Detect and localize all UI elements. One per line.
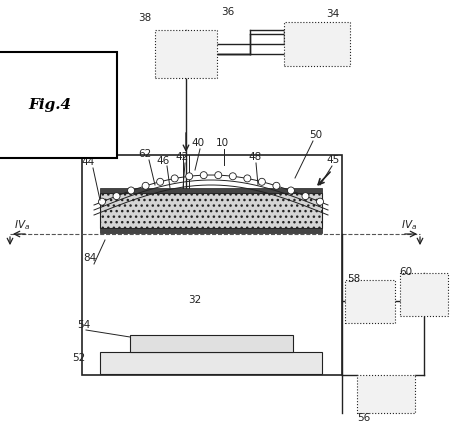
Text: 54: 54 — [77, 320, 91, 330]
Circle shape — [142, 182, 149, 189]
Text: 32: 32 — [188, 295, 202, 305]
Circle shape — [287, 187, 294, 194]
Text: 42: 42 — [175, 152, 189, 162]
Circle shape — [99, 198, 106, 205]
Circle shape — [273, 182, 280, 189]
Bar — [100, 352, 322, 374]
Bar — [100, 193, 322, 228]
Text: 52: 52 — [73, 353, 86, 363]
Text: 60: 60 — [399, 267, 412, 277]
Text: 38: 38 — [139, 13, 152, 23]
Circle shape — [171, 175, 178, 182]
Circle shape — [127, 187, 134, 194]
Bar — [284, 22, 350, 66]
Text: 34: 34 — [326, 9, 339, 19]
Circle shape — [317, 198, 324, 205]
Text: 50: 50 — [309, 130, 323, 140]
Text: 58: 58 — [347, 274, 361, 284]
Text: 36: 36 — [221, 7, 235, 17]
Bar — [100, 228, 322, 233]
Bar — [155, 30, 217, 78]
Bar — [345, 280, 395, 323]
Bar — [130, 335, 293, 352]
Text: 45: 45 — [326, 155, 339, 165]
Text: 56: 56 — [358, 413, 371, 423]
Bar — [357, 375, 415, 413]
Circle shape — [157, 178, 164, 185]
Circle shape — [244, 175, 251, 182]
Text: $IV_a$: $IV_a$ — [401, 218, 417, 232]
Text: $IV_a$: $IV_a$ — [14, 218, 30, 232]
Text: 84: 84 — [83, 253, 97, 263]
Bar — [100, 188, 322, 193]
Circle shape — [200, 172, 207, 179]
Bar — [82, 155, 342, 375]
Circle shape — [113, 193, 120, 200]
Circle shape — [259, 178, 266, 185]
Text: 48: 48 — [248, 152, 262, 162]
Circle shape — [302, 193, 309, 200]
Bar — [400, 273, 448, 316]
Text: 44: 44 — [81, 157, 94, 167]
Text: 10: 10 — [215, 138, 229, 148]
Text: 62: 62 — [139, 149, 152, 159]
Circle shape — [229, 173, 236, 180]
Circle shape — [186, 173, 193, 180]
Text: Fig.4: Fig.4 — [28, 98, 71, 112]
Text: 46: 46 — [156, 156, 170, 166]
Text: 40: 40 — [192, 138, 205, 148]
Circle shape — [215, 172, 222, 179]
